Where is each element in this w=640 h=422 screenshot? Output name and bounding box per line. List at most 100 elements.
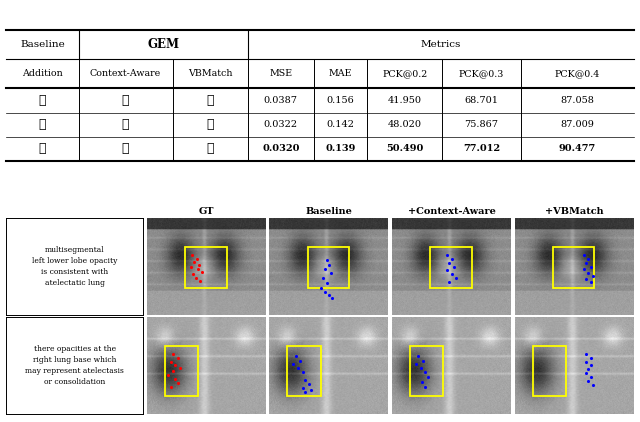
Point	[191, 255, 202, 262]
Text: ✗: ✗	[122, 94, 129, 107]
Text: 48.020: 48.020	[388, 120, 422, 129]
Bar	[307, 247, 349, 288]
Point	[583, 270, 593, 277]
Point	[175, 365, 185, 372]
Point	[451, 275, 461, 281]
Point	[442, 252, 452, 258]
Text: 68.701: 68.701	[465, 96, 499, 105]
Point	[196, 269, 207, 276]
Bar	[410, 346, 444, 396]
Point	[586, 263, 596, 270]
Point	[321, 257, 332, 263]
Text: PCK@0.4: PCK@0.4	[554, 69, 600, 78]
Point	[447, 255, 457, 262]
Point	[170, 376, 180, 382]
Text: there opacities at the
right lung base which
may represent atelectasis
or consol: there opacities at the right lung base w…	[26, 345, 124, 386]
Text: MAE: MAE	[328, 69, 352, 78]
Point	[189, 258, 200, 265]
Point	[193, 266, 203, 273]
Point	[300, 376, 310, 383]
Bar	[532, 346, 566, 396]
Text: 0.142: 0.142	[326, 120, 355, 129]
Bar	[287, 346, 321, 396]
Point	[318, 275, 328, 281]
Point	[417, 379, 427, 385]
Point	[320, 266, 330, 273]
Bar	[553, 247, 595, 288]
Text: 87.009: 87.009	[560, 120, 594, 129]
Text: 0.156: 0.156	[326, 96, 355, 105]
Point	[166, 383, 176, 390]
Text: ✓: ✓	[38, 94, 46, 107]
Point	[298, 369, 308, 376]
Point	[420, 369, 431, 376]
Point	[170, 362, 180, 369]
Point	[586, 362, 596, 369]
Point	[583, 255, 593, 262]
Bar	[185, 247, 227, 288]
Point	[293, 365, 303, 372]
Text: ✗: ✗	[207, 118, 214, 131]
Point	[583, 377, 593, 384]
Point	[168, 351, 178, 357]
Text: PCK@0.3: PCK@0.3	[459, 69, 504, 78]
Point	[187, 252, 197, 258]
Point	[300, 389, 310, 396]
Text: ✗: ✗	[38, 118, 46, 131]
Point	[579, 266, 589, 273]
Point	[306, 386, 316, 393]
Point	[586, 354, 596, 361]
Point	[420, 383, 431, 390]
Point	[588, 273, 598, 279]
Text: Context-Aware: Context-Aware	[90, 69, 161, 78]
Point	[168, 368, 178, 375]
Point	[581, 358, 591, 365]
Text: Baseline: Baseline	[20, 40, 65, 49]
Text: 0.0320: 0.0320	[262, 144, 300, 153]
Point	[411, 361, 421, 368]
Point	[444, 279, 454, 285]
Point	[588, 381, 598, 388]
Point	[581, 276, 591, 282]
Text: Metrics: Metrics	[420, 40, 461, 49]
Point	[288, 361, 298, 368]
Text: ✓: ✓	[122, 142, 129, 155]
Point	[298, 384, 308, 391]
Point	[422, 373, 433, 380]
Point	[579, 252, 589, 258]
Point	[586, 279, 596, 285]
Point	[581, 370, 591, 376]
Point	[581, 351, 591, 357]
Point	[324, 292, 334, 299]
Point	[320, 289, 330, 296]
Point	[191, 275, 201, 281]
Text: GEM: GEM	[147, 38, 179, 51]
Point	[188, 271, 198, 278]
Text: 0.139: 0.139	[325, 144, 356, 153]
Point	[316, 284, 326, 291]
Point	[186, 264, 196, 271]
Point	[415, 365, 426, 372]
Bar	[430, 247, 472, 288]
Point	[291, 352, 301, 359]
Text: GT: GT	[198, 207, 214, 216]
Point	[324, 261, 334, 268]
Text: ✓: ✓	[207, 142, 214, 155]
Text: 77.012: 77.012	[463, 144, 500, 153]
Text: ✗: ✗	[38, 142, 46, 155]
Point	[173, 354, 183, 361]
Text: +VBMatch: +VBMatch	[545, 207, 604, 216]
Text: 0.0387: 0.0387	[264, 96, 298, 105]
Text: ✓: ✓	[122, 118, 129, 131]
Point	[328, 295, 338, 302]
Text: Baseline: Baseline	[305, 207, 353, 216]
Text: +Context-Aware: +Context-Aware	[408, 207, 495, 216]
Point	[449, 263, 459, 270]
Text: Addition: Addition	[22, 69, 63, 78]
Point	[442, 267, 452, 274]
Text: VBMatch: VBMatch	[188, 69, 232, 78]
Point	[581, 259, 591, 266]
Text: 75.867: 75.867	[465, 120, 499, 129]
Point	[586, 373, 596, 380]
Text: 50.490: 50.490	[386, 144, 423, 153]
